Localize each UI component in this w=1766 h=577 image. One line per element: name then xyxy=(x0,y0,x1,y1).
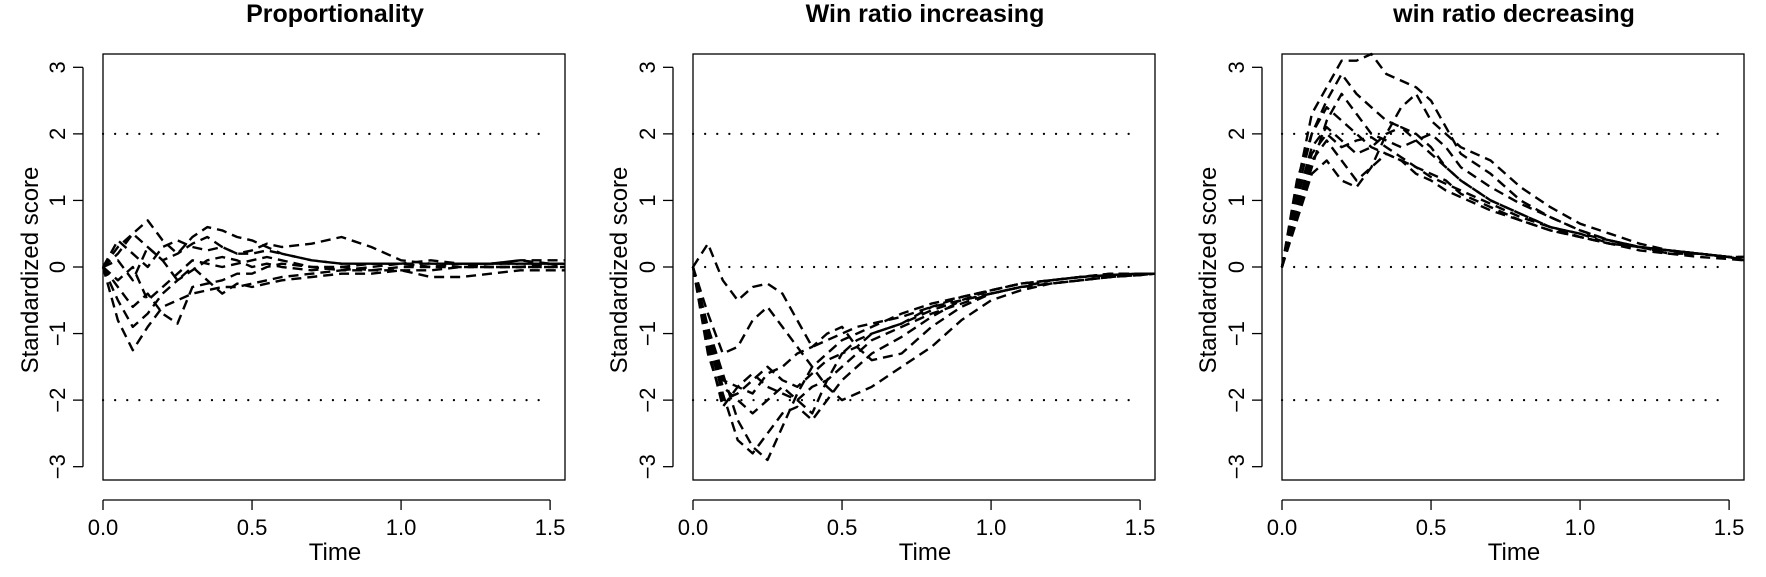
series-line xyxy=(691,266,1155,402)
y-tick-label: 1 xyxy=(45,194,70,206)
y-tick-label: 1 xyxy=(635,194,660,206)
y-tick-label: −2 xyxy=(1224,388,1249,413)
x-tick-label: 1.5 xyxy=(1125,515,1156,540)
x-tick-label: 0.0 xyxy=(678,515,709,540)
y-tick-label: −1 xyxy=(1224,321,1249,346)
x-tick-label: 1.5 xyxy=(535,515,566,540)
x-axis-label: Time xyxy=(309,539,361,566)
chart-panel-win-ratio-increasing: Win ratio increasing Standardized score … xyxy=(606,0,1156,566)
series-line xyxy=(1280,125,1745,268)
y-tick-label: 0 xyxy=(635,261,660,273)
y-tick-label: 2 xyxy=(45,128,70,140)
x-tick-label: 0.0 xyxy=(88,515,119,540)
y-axis-label: Standardized score xyxy=(17,167,44,374)
y-tick-label: 0 xyxy=(45,261,70,273)
y-tick-label: 3 xyxy=(635,61,660,73)
x-axis-label: Time xyxy=(1488,539,1540,566)
series-line xyxy=(102,262,565,325)
series-line xyxy=(691,242,1155,349)
x-tick-label: 1.5 xyxy=(1714,515,1745,540)
series-line xyxy=(1280,132,1745,268)
y-tick-label: 3 xyxy=(45,61,70,73)
y-tick-label: 2 xyxy=(635,128,660,140)
chart-panel-proportionality: Proportionality Standardized score Time … xyxy=(17,0,566,566)
series-line xyxy=(691,266,1155,455)
series-line xyxy=(1280,139,1745,268)
y-tick-label: −1 xyxy=(45,321,70,346)
x-tick-label: 0.5 xyxy=(237,515,268,540)
x-tick-label: 0.0 xyxy=(1267,515,1298,540)
y-tick-label: −2 xyxy=(45,388,70,413)
chart-title: win ratio decreasing xyxy=(1392,0,1635,28)
chart-panel-win-ratio-decreasing: win ratio decreasing Standardized score … xyxy=(1195,0,1745,566)
series-line xyxy=(1280,52,1744,268)
y-tick-label: 2 xyxy=(1224,128,1249,140)
y-tick-label: 1 xyxy=(1224,194,1249,206)
series-line xyxy=(691,266,1156,402)
y-tick-label: 3 xyxy=(1224,61,1249,73)
series-line xyxy=(101,265,565,352)
y-tick-label: −1 xyxy=(635,321,660,346)
y-axis-label: Standardized score xyxy=(606,167,633,374)
chart-title: Win ratio increasing xyxy=(806,0,1045,28)
series-line xyxy=(1280,92,1745,268)
series-line xyxy=(691,266,1156,408)
series-line xyxy=(1280,106,1745,268)
x-tick-label: 1.0 xyxy=(386,515,417,540)
x-axis-label: Time xyxy=(899,539,951,566)
series-line xyxy=(691,266,1155,462)
x-tick-label: 1.0 xyxy=(976,515,1007,540)
chart-title: Proportionality xyxy=(246,0,424,28)
series-line xyxy=(102,232,565,268)
y-axis-label: Standardized score xyxy=(1195,167,1222,374)
series-line xyxy=(691,266,1155,415)
y-tick-label: −3 xyxy=(1224,454,1249,479)
y-tick-label: −3 xyxy=(45,454,70,479)
series-line xyxy=(1280,72,1745,268)
y-tick-label: −2 xyxy=(635,388,660,413)
y-tick-label: −3 xyxy=(635,454,660,479)
x-tick-label: 0.5 xyxy=(827,515,858,540)
series-line xyxy=(101,255,565,329)
y-tick-label: 0 xyxy=(1224,261,1249,273)
series-line xyxy=(102,245,565,295)
x-tick-label: 0.5 xyxy=(1416,515,1447,540)
series-line xyxy=(101,239,565,269)
x-tick-label: 1.0 xyxy=(1565,515,1596,540)
